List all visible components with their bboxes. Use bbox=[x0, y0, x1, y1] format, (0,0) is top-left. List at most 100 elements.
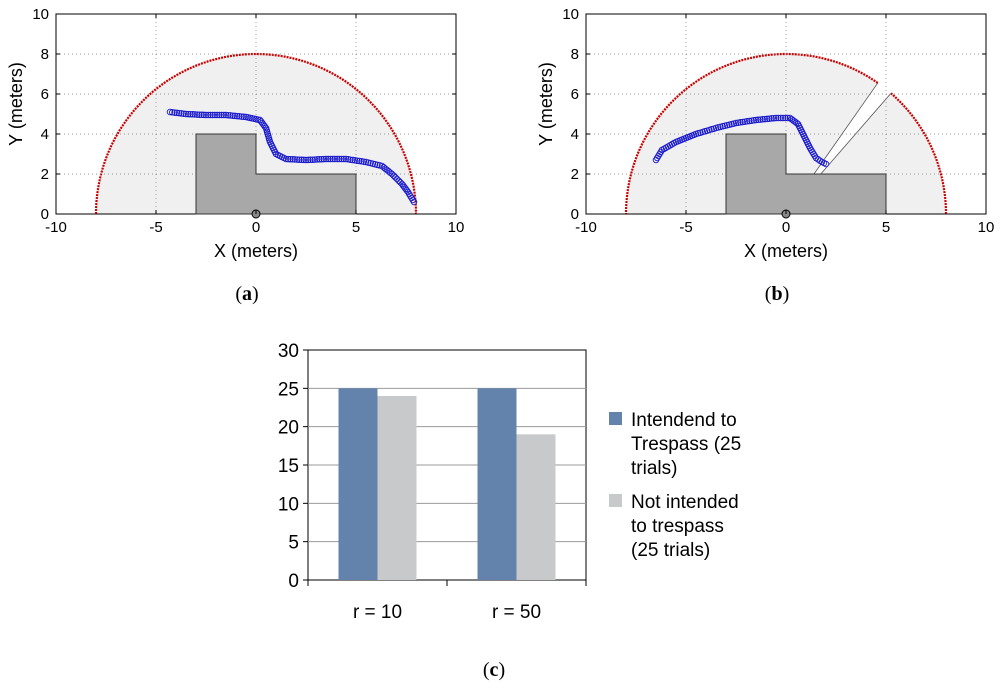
plot-a-xtick-label: -5 bbox=[149, 219, 162, 236]
plot-a-track-point bbox=[327, 155, 334, 163]
plot-a-track-point bbox=[349, 156, 356, 164]
plot-a-track-point bbox=[289, 156, 296, 163]
plot-b-ylabel: Y (meters) bbox=[536, 62, 556, 146]
plot-a-track-point bbox=[220, 111, 228, 119]
plot-a-xtick-label: 0 bbox=[252, 219, 260, 236]
plot-a-boundary-arc bbox=[94, 52, 418, 215]
plot-a-track-point bbox=[291, 156, 299, 163]
plot-a-track-point bbox=[356, 157, 363, 165]
plot-b-track-point bbox=[748, 117, 755, 124]
plot-a-track-point bbox=[231, 112, 239, 120]
plot-a-track-point bbox=[202, 111, 210, 119]
plot-a-track-point bbox=[333, 155, 341, 163]
plot-a-caption: (a) bbox=[235, 283, 258, 305]
plot-b-ytick-label: 0 bbox=[571, 206, 579, 223]
plot-a-track-point bbox=[347, 156, 354, 163]
plot-a-track-point bbox=[322, 155, 330, 163]
plot-a-ticks: -10 -5 0 5 10 0 2 4 6 8 10 bbox=[32, 6, 464, 236]
plot-b-track bbox=[652, 114, 830, 168]
legend-label-not-intended-line: (25 trials) bbox=[631, 540, 710, 561]
plot-b-xlabel: X (meters) bbox=[744, 241, 828, 261]
plot-a-track-point bbox=[180, 110, 187, 117]
plot-a-ytick-label: 10 bbox=[32, 6, 49, 23]
plot-a-track-point bbox=[353, 157, 361, 164]
plot-b-ytick-label: 10 bbox=[562, 6, 579, 23]
plot-a-track bbox=[166, 108, 418, 206]
plot-a-ytick-label: 6 bbox=[41, 86, 49, 103]
plot-a-track-point bbox=[204, 111, 212, 119]
plot-a-xtick-label: 10 bbox=[448, 219, 465, 236]
plot-a-xlabel: X (meters) bbox=[214, 241, 298, 261]
plot-b-track-point bbox=[752, 116, 760, 124]
plot-a-track-point bbox=[296, 156, 303, 163]
bar-chart-ytick-label: 15 bbox=[278, 456, 299, 477]
plot-b-track-point bbox=[746, 117, 753, 125]
plot-a-track-point bbox=[207, 111, 214, 119]
plot-a-track-point bbox=[224, 111, 232, 119]
plot-a-track-point bbox=[300, 156, 308, 164]
legend-label-intended: Intendend to Trespass (25 trials) bbox=[631, 410, 746, 479]
bar-chart-ytick-label: 30 bbox=[278, 341, 299, 362]
plot-a-track-point bbox=[287, 155, 294, 163]
plot-a-track-point bbox=[374, 161, 381, 169]
legend-label-intended-line: trials) bbox=[631, 458, 677, 479]
bar-chart-ytick-label: 0 bbox=[288, 571, 299, 592]
plot-b-track-point bbox=[782, 114, 789, 122]
bar-chart-caption-letter: c bbox=[490, 659, 499, 681]
plot-a-track-point bbox=[209, 111, 216, 119]
plot-b-xtick-label: 5 bbox=[882, 219, 890, 236]
bar-chart-ytick-label: 20 bbox=[278, 418, 299, 439]
bar-chart-category-label: r = 10 bbox=[353, 602, 402, 623]
plot-b-ticks: -10 -5 0 5 10 0 2 4 6 8 10 bbox=[562, 6, 994, 236]
plot-a-track-point bbox=[318, 155, 325, 163]
plot-b-area bbox=[585, 13, 987, 219]
plot-b-track-point bbox=[759, 116, 766, 123]
plot-a-track-point bbox=[211, 111, 219, 119]
plot-a-track-point bbox=[175, 109, 183, 117]
plot-a-ylabel: Y (meters) bbox=[6, 62, 26, 146]
plot-b-track-point bbox=[739, 118, 746, 126]
bar-not-intended-r10 bbox=[377, 396, 417, 580]
plot-a-track-point bbox=[338, 155, 345, 163]
plot-a-area bbox=[55, 13, 457, 219]
plot-a-track-point bbox=[351, 157, 359, 164]
legend-label-not-intended: Not intended to trespass (25 trials) bbox=[631, 492, 744, 561]
plot-b-boundary-arc bbox=[624, 52, 879, 215]
plot-b-track-point bbox=[784, 114, 791, 122]
plot-a-track-point bbox=[238, 113, 245, 120]
bar-chart-category-label: r = 50 bbox=[492, 602, 541, 623]
plot-b-track-point bbox=[743, 118, 751, 125]
plot-a-track-point bbox=[393, 175, 401, 183]
plot-a-ytick-label: 8 bbox=[41, 46, 49, 63]
plot-a-track-point bbox=[169, 109, 176, 116]
plot-a-track-point bbox=[282, 155, 290, 163]
plot-a-track-point bbox=[240, 113, 248, 121]
plot-a-ytick-label: 4 bbox=[41, 126, 49, 143]
panel-a: -10 -5 0 5 10 0 2 4 6 8 10 X (meters) Y … bbox=[6, 6, 464, 305]
plot-a-track-point bbox=[320, 155, 328, 163]
plot-b-track-point bbox=[763, 115, 771, 123]
plot-a-track-point bbox=[309, 156, 316, 163]
plot-a-xtick-label: -10 bbox=[45, 219, 67, 236]
plot-b-xtick-label: -5 bbox=[679, 219, 692, 236]
plot-b-ytick-label: 2 bbox=[571, 166, 579, 183]
legend-label-intended-line: Intendend to bbox=[631, 410, 737, 431]
plot-a-track-point bbox=[313, 156, 321, 163]
plot-b-track-point bbox=[734, 119, 742, 126]
plot-a-track-point bbox=[284, 155, 292, 163]
plot-a-track-point bbox=[302, 156, 310, 164]
plot-b-track-point bbox=[741, 118, 749, 125]
bar-chart-area bbox=[303, 349, 587, 586]
plot-b-caption: (b) bbox=[765, 283, 789, 305]
legend-label-not-intended-line: to trespass bbox=[631, 516, 724, 537]
plot-a-track-point bbox=[298, 156, 305, 164]
plot-a-track-point bbox=[304, 156, 312, 164]
plot-a-track-point bbox=[182, 110, 190, 118]
bar-chart-caption: (c) bbox=[483, 659, 505, 681]
plot-b-ytick-label: 6 bbox=[571, 86, 579, 103]
plot-a-track-point bbox=[189, 111, 196, 118]
plot-a-track-point bbox=[331, 155, 339, 163]
plot-a-track-point bbox=[329, 155, 336, 163]
panel-c: 0 5 10 15 20 25 30 r = 10 r = 50 Intende… bbox=[278, 341, 746, 681]
